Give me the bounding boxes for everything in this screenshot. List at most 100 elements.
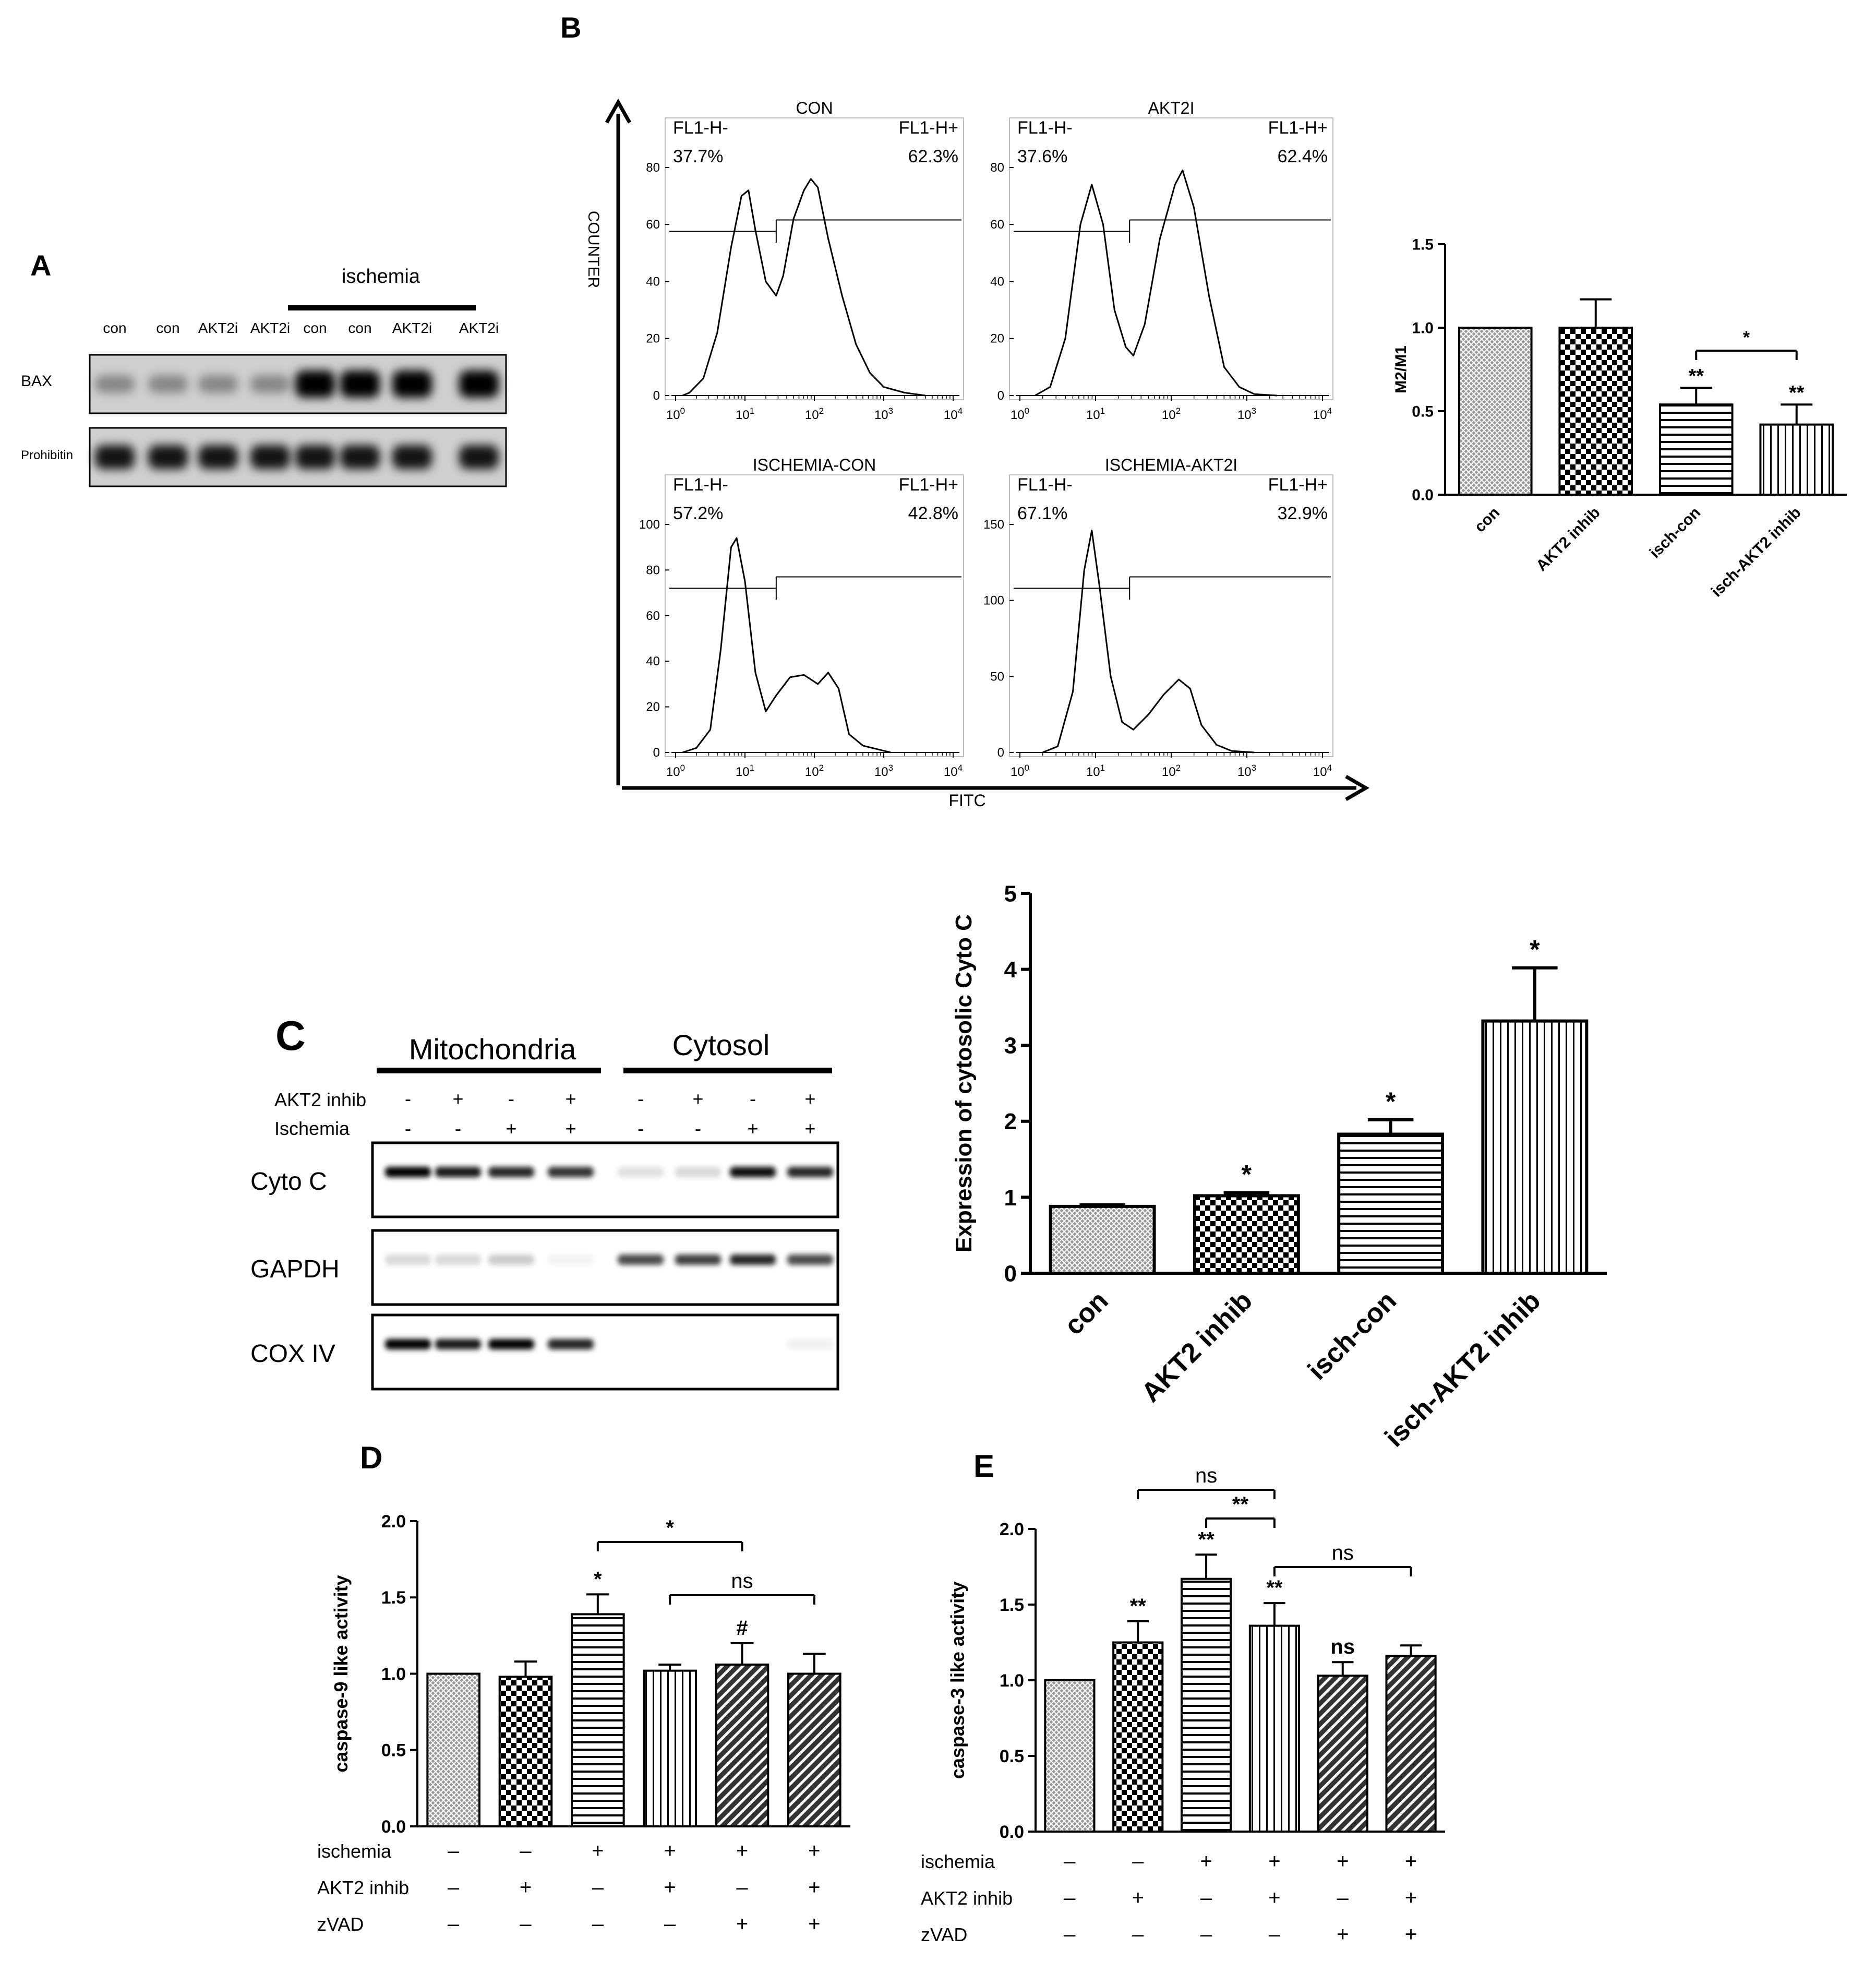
bar-y-axis-label: caspase-9 like activity	[330, 1575, 352, 1772]
bar-y-tick-label: 0.5	[1412, 403, 1434, 421]
bar-significance-mark: **	[1266, 1576, 1283, 1599]
bar	[1049, 1204, 1156, 1275]
bar-y-tick-label: 1.5	[381, 1588, 406, 1608]
bar-y-tick-label: 0.0	[381, 1817, 406, 1837]
flow-left-gate-percent: 37.7%	[673, 147, 723, 166]
blot-a-band	[95, 375, 135, 393]
bar-bracket-label: *	[1743, 328, 1750, 348]
blot-a-band	[459, 445, 499, 469]
flow-x-tick-label: 103	[1237, 406, 1256, 422]
condition-sign: +	[520, 1876, 532, 1899]
flow-y-tick-label: 80	[646, 563, 660, 577]
flow-plot-title: ISCHEMIA-CON	[753, 456, 876, 474]
condition-sign: –	[1337, 1886, 1349, 1909]
blot-c-band	[488, 1254, 534, 1265]
bar-bracket-label: **	[1232, 1493, 1249, 1516]
flow-right-gate-label: FL1-H+	[1268, 118, 1328, 138]
blot-a-lane-label: con	[348, 320, 371, 336]
bar	[1180, 1577, 1232, 1833]
flow-y-tick-label: 150	[983, 518, 1004, 532]
blot-c-akt2-sign: -	[750, 1088, 756, 1109]
bar-category-label: con	[1059, 1285, 1114, 1341]
flow-right-gate-percent: 42.8%	[908, 504, 958, 523]
condition-sign: –	[1064, 1886, 1076, 1909]
flow-x-axis-label: FITC	[948, 791, 985, 810]
bar-category-label: isch-con	[1646, 504, 1704, 562]
condition-sign: +	[736, 1912, 748, 1935]
flow-y-tick-label: 60	[990, 218, 1004, 232]
condition-label: ischemia	[921, 1851, 995, 1872]
blot-c-row-label: GAPDH	[250, 1255, 340, 1283]
flow-y-tick-label: 50	[990, 669, 1004, 684]
flow-right-gate-label: FL1-H+	[899, 118, 958, 138]
blot-a-band	[148, 375, 188, 393]
bar-y-tick-label: 3	[1004, 1033, 1017, 1059]
bar-significance-mark: *	[1530, 935, 1540, 964]
blot-a-row-label: BAX	[21, 373, 52, 390]
bar-significance-mark: **	[1789, 382, 1805, 404]
bar	[571, 1613, 625, 1828]
bar	[1481, 1019, 1589, 1275]
condition-sign: –	[592, 1876, 604, 1899]
condition-sign: –	[520, 1839, 532, 1862]
blot-a-band	[392, 370, 432, 398]
flow-x-tick-label: 104	[944, 406, 963, 422]
condition-sign: +	[736, 1839, 748, 1862]
bar-y-tick-label: 2	[1004, 1109, 1017, 1134]
flow-plot-title: CON	[796, 99, 833, 117]
flow-y-tick-label: 40	[990, 274, 1004, 289]
condition-sign: +	[1405, 1886, 1417, 1909]
flow-x-tick-label: 102	[805, 406, 824, 422]
bar-y-tick-label: 2.0	[1000, 1520, 1024, 1539]
bar	[1385, 1655, 1437, 1833]
condition-sign: –	[1132, 1850, 1144, 1873]
bar-significance-mark: **	[1688, 365, 1704, 387]
bar-significance-mark: *	[1242, 1160, 1252, 1189]
blot-a-band	[340, 370, 380, 398]
blot-a-lane-label: AKT2i	[392, 320, 432, 336]
condition-sign: +	[808, 1912, 820, 1935]
blot-c-ischemia-sign: +	[565, 1118, 576, 1139]
flow-x-tick-label: 102	[1162, 763, 1181, 779]
bar-bracket-label: *	[666, 1516, 674, 1539]
condition-sign: +	[664, 1839, 676, 1862]
panel-letter-b: B	[560, 11, 581, 44]
blot-a-ischemia-header: ischemia	[342, 266, 420, 288]
blot-c-band	[435, 1339, 481, 1349]
blot-c-akt2-sign: +	[565, 1088, 576, 1109]
blot-c-band	[730, 1167, 776, 1177]
flow-y-tick-label: 100	[983, 594, 1004, 608]
bar-y-tick-label: 0.0	[1000, 1822, 1024, 1842]
blot-a-ischemia-bar	[288, 305, 476, 310]
flow-x-tick-label: 102	[805, 763, 824, 779]
bar-bracket-label: ns	[731, 1570, 753, 1593]
bar	[1044, 1679, 1096, 1833]
condition-sign: –	[520, 1912, 532, 1935]
condition-sign: –	[1269, 1923, 1281, 1946]
blot-c-ischemia-sign: +	[506, 1118, 516, 1139]
bar-category-label: isch-AKT2 inhib	[1379, 1285, 1546, 1453]
condition-sign: +	[808, 1876, 820, 1899]
flow-x-tick-label: 104	[1313, 406, 1332, 422]
bar-significance-mark: ns	[1330, 1635, 1355, 1658]
flow-y-arrowhead	[605, 98, 632, 124]
flow-x-tick-label: 101	[1086, 763, 1105, 779]
condition-label: zVAD	[921, 1924, 967, 1945]
blot-c-ischemia-sign: -	[455, 1118, 461, 1139]
condition-sign: +	[1337, 1923, 1349, 1946]
flow-right-gate-label: FL1-H+	[899, 475, 958, 495]
flow-subplot: ISCHEMIA-AKT2I FL1-H- 67.1% FL1-H+ 32.9% 0 50 1…	[983, 456, 1333, 779]
bar	[787, 1672, 841, 1827]
panel-letter-d: D	[360, 1440, 382, 1475]
flow-x-tick-label: 100	[1011, 406, 1029, 422]
flow-left-gate-percent: 37.6%	[1017, 147, 1067, 166]
flow-x-tick-label: 100	[666, 406, 685, 422]
blot-c-band	[435, 1167, 481, 1177]
bar-y-tick-label: 0.5	[1000, 1747, 1024, 1766]
bar	[1317, 1675, 1368, 1833]
condition-sign: –	[1064, 1923, 1076, 1946]
condition-label: ischemia	[317, 1840, 392, 1862]
condition-sign: +	[664, 1876, 676, 1899]
panel-letter-a: A	[30, 249, 51, 282]
blot-a-band	[250, 375, 290, 393]
